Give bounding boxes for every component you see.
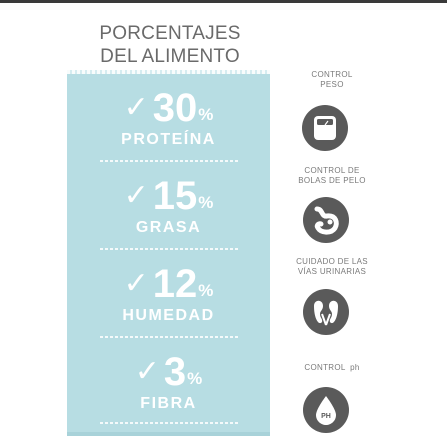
stat-unit: % (198, 193, 214, 212)
stat-unit: % (198, 281, 214, 300)
check-icon: ✓ (123, 267, 149, 300)
panel-top-stripe (67, 70, 270, 74)
divider (100, 336, 240, 338)
stat-fat: ✓ 15 % GRASA (67, 176, 270, 237)
benefit-urinary-care: CUIDADO DE LAS VÍAS URINARIAS (272, 257, 392, 277)
stat-value: 15 (152, 174, 198, 218)
benefit-label-line-2: PESO (320, 80, 344, 89)
percentages-panel (67, 70, 270, 436)
ph-badge-text: PH (321, 413, 331, 420)
title-line-1: PORCENTAJES (99, 23, 241, 44)
ph-drop-icon: PH (303, 387, 349, 433)
panel-bottom (67, 432, 270, 436)
page-title: PORCENTAJES DEL ALIMENTO (70, 22, 270, 68)
benefit-label-line-1: CONTROL DE (304, 166, 360, 175)
divider (100, 160, 240, 162)
benefit-hairball-control: CONTROL DE BOLAS DE PELO (272, 166, 392, 186)
check-icon: ✓ (123, 179, 149, 212)
check-icon: ✓ (123, 91, 149, 124)
stat-protein: ✓ 30 % PROTEÍNA (67, 88, 270, 149)
stat-unit: % (198, 105, 214, 124)
stat-unit: % (187, 369, 203, 388)
stat-label: PROTEÍNA (121, 131, 216, 148)
check-icon: ✓ (134, 355, 160, 388)
stat-label: FIBRA (140, 395, 197, 412)
stat-value: 12 (152, 262, 198, 306)
title-line-2: DEL ALIMENTO (100, 46, 240, 67)
benefit-label-line-1: CONTROL (311, 70, 353, 79)
stat-moisture: ✓ 12 % HUMEDAD (67, 264, 270, 325)
benefit-label-line-2: ph (350, 363, 360, 372)
kidneys-icon (303, 289, 349, 335)
benefit-label-line-2: BOLAS DE PELO (298, 176, 366, 185)
benefit-label-line-1: CONTROL (304, 363, 346, 372)
stomach-icon (303, 197, 349, 243)
top-border (0, 0, 447, 3)
divider (100, 248, 240, 250)
benefit-weight-control: CONTROL PESO (272, 70, 392, 90)
benefit-label-line-1: CUIDADO DE LAS (296, 257, 368, 266)
stat-label: GRASA (135, 219, 202, 236)
benefit-label-line-2: VÍAS URINARIAS (297, 267, 367, 276)
divider (100, 422, 240, 424)
stat-fiber: ✓ 3 % FIBRA (67, 352, 270, 413)
scale-icon (302, 105, 348, 151)
stat-value: 30 (152, 86, 198, 130)
benefit-ph-control: CONTROL ph (272, 357, 392, 375)
stat-label: HUMEDAD (122, 307, 215, 324)
stat-value: 3 (163, 350, 187, 394)
